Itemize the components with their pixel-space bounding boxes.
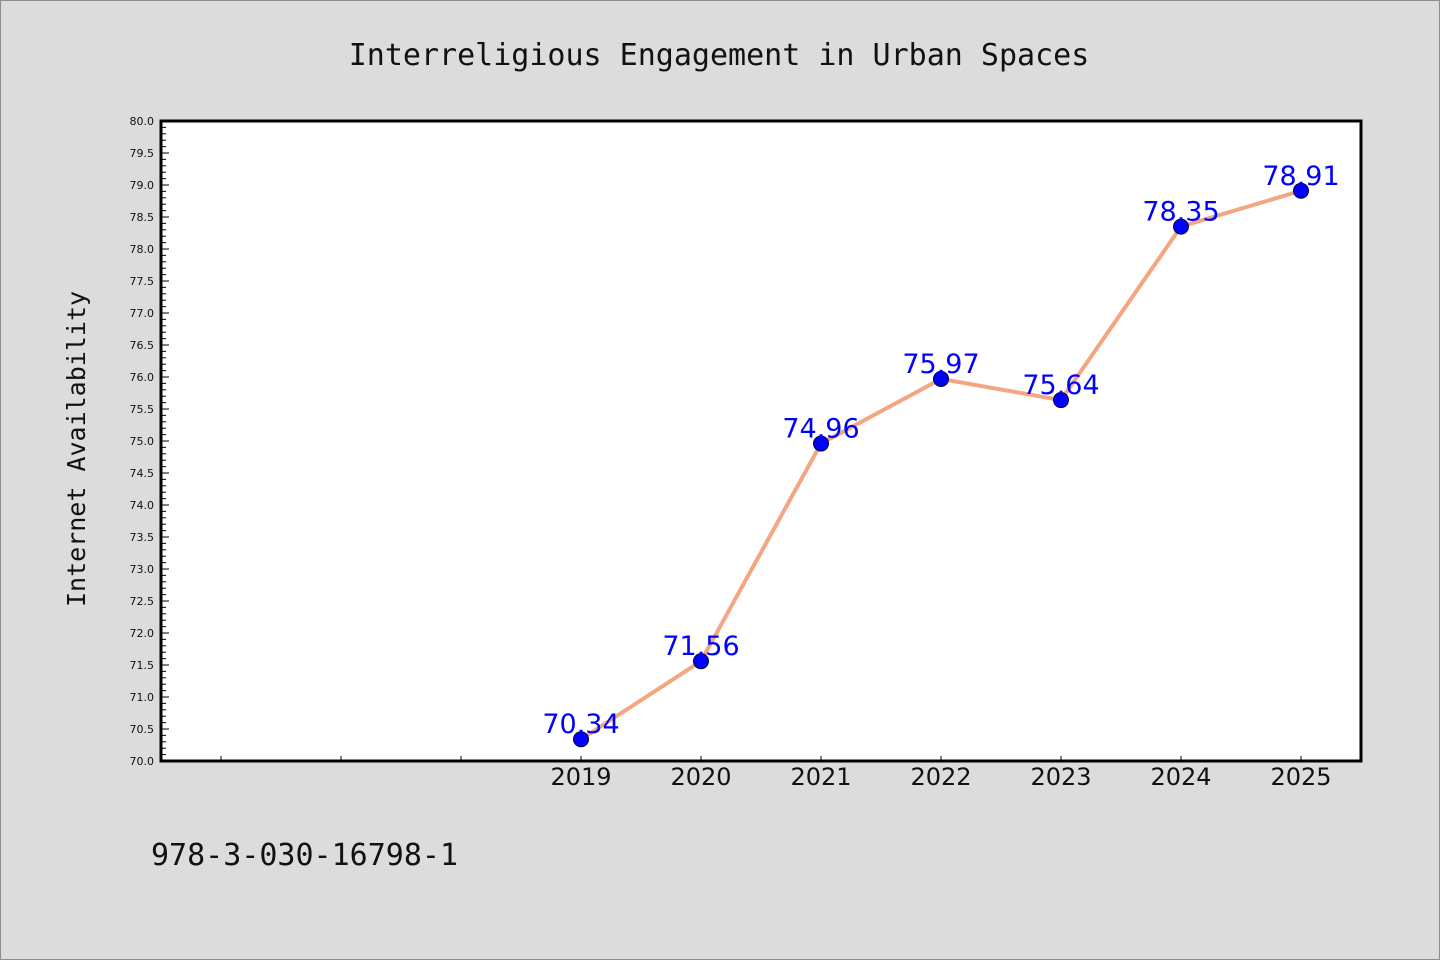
- data-point: [813, 435, 829, 452]
- data-point: [573, 731, 589, 748]
- y-tick-label: 74.5: [130, 467, 155, 480]
- data-point: [1173, 218, 1189, 235]
- chart-title: Interreligious Engagement in Urban Space…: [349, 38, 1090, 73]
- y-tick-label: 80.0: [130, 115, 155, 128]
- x-tick-label: 2022: [910, 763, 971, 791]
- y-tick-label: 74.0: [130, 499, 155, 512]
- data-label: 78.35: [1142, 197, 1219, 228]
- y-tick-label: 70.0: [130, 755, 155, 768]
- y-axis-label: Internet Availability: [62, 291, 91, 607]
- data-label: 71.56: [662, 631, 739, 662]
- footnote-isbn: 978-3-030-16798-1: [151, 838, 458, 873]
- y-axis-ticks: 70.0 70.5 71.0 71.5 72.0 72.5 73.0 73.5 74.0 74.5…: [130, 115, 169, 768]
- y-tick-label: 76.0: [130, 371, 155, 384]
- y-tick-label: 79.0: [130, 179, 155, 192]
- y-tick-label: 73.5: [130, 531, 155, 544]
- plot-frame: [159, 119, 1363, 763]
- data-label: 75.97: [902, 349, 979, 380]
- x-tick-label: 2021: [790, 763, 851, 791]
- y-tick-label: 73.0: [130, 563, 155, 576]
- plot-area: [161, 121, 1361, 761]
- y-tick-label: 71.5: [130, 659, 155, 672]
- y-tick-label: 77.0: [130, 307, 155, 320]
- data-label: 78.91: [1262, 161, 1339, 192]
- data-point: [933, 370, 949, 387]
- series-markers: [573, 182, 1309, 748]
- data-label: 70.34: [542, 709, 619, 740]
- data-labels: 70.34 71.56 74.96 75.97 75.64 78.35 78.91: [542, 161, 1339, 740]
- y-tick-label: 79.5: [130, 147, 155, 160]
- y-tick-label: 72.0: [130, 627, 155, 640]
- data-label: 74.96: [782, 414, 859, 445]
- y-tick-label: 76.5: [130, 339, 155, 352]
- x-tick-label: 2025: [1270, 763, 1331, 791]
- y-tick-label: 71.0: [130, 691, 155, 704]
- y-tick-label: 75.0: [130, 435, 155, 448]
- x-tick-label: 2020: [670, 763, 731, 791]
- data-point: [1053, 392, 1069, 409]
- x-tick-label: 2019: [550, 763, 611, 791]
- y-tick-label: 72.5: [130, 595, 155, 608]
- data-point: [693, 653, 709, 670]
- data-label: 75.64: [1022, 370, 1099, 401]
- x-tick-label: 2024: [1150, 763, 1211, 791]
- data-point: [1293, 182, 1309, 199]
- y-tick-label: 78.0: [130, 243, 155, 256]
- y-tick-label: 75.5: [130, 403, 155, 416]
- x-axis-ticks: 2019 2020 2021 2022 2023 2024 2025: [220, 756, 1332, 791]
- y-tick-label: 77.5: [130, 275, 155, 288]
- y-tick-label: 70.5: [130, 723, 155, 736]
- x-tick-label: 2023: [1030, 763, 1091, 791]
- y-tick-label: 78.5: [130, 211, 155, 224]
